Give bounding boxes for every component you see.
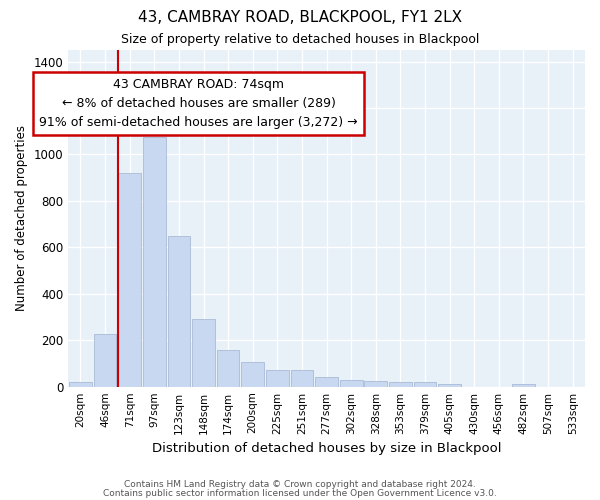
Bar xyxy=(241,362,264,386)
Bar xyxy=(167,236,190,386)
Bar xyxy=(69,382,92,386)
Bar xyxy=(364,381,387,386)
Text: 43, CAMBRAY ROAD, BLACKPOOL, FY1 2LX: 43, CAMBRAY ROAD, BLACKPOOL, FY1 2LX xyxy=(138,10,462,25)
Text: 43 CAMBRAY ROAD: 74sqm
← 8% of detached houses are smaller (289)
91% of semi-det: 43 CAMBRAY ROAD: 74sqm ← 8% of detached … xyxy=(39,78,358,129)
X-axis label: Distribution of detached houses by size in Blackpool: Distribution of detached houses by size … xyxy=(152,442,502,455)
Bar xyxy=(192,318,215,386)
Bar xyxy=(340,380,362,386)
Bar xyxy=(217,350,239,387)
Bar xyxy=(143,137,166,386)
Text: Contains public sector information licensed under the Open Government Licence v3: Contains public sector information licen… xyxy=(103,488,497,498)
Bar xyxy=(389,382,412,386)
Bar xyxy=(414,382,436,386)
Bar xyxy=(118,173,141,386)
Bar xyxy=(94,334,116,386)
Bar xyxy=(439,384,461,386)
Bar xyxy=(290,370,313,386)
Bar xyxy=(266,370,289,386)
Text: Size of property relative to detached houses in Blackpool: Size of property relative to detached ho… xyxy=(121,32,479,46)
Y-axis label: Number of detached properties: Number of detached properties xyxy=(15,126,28,312)
Bar xyxy=(315,378,338,386)
Text: Contains HM Land Registry data © Crown copyright and database right 2024.: Contains HM Land Registry data © Crown c… xyxy=(124,480,476,489)
Bar xyxy=(512,384,535,386)
